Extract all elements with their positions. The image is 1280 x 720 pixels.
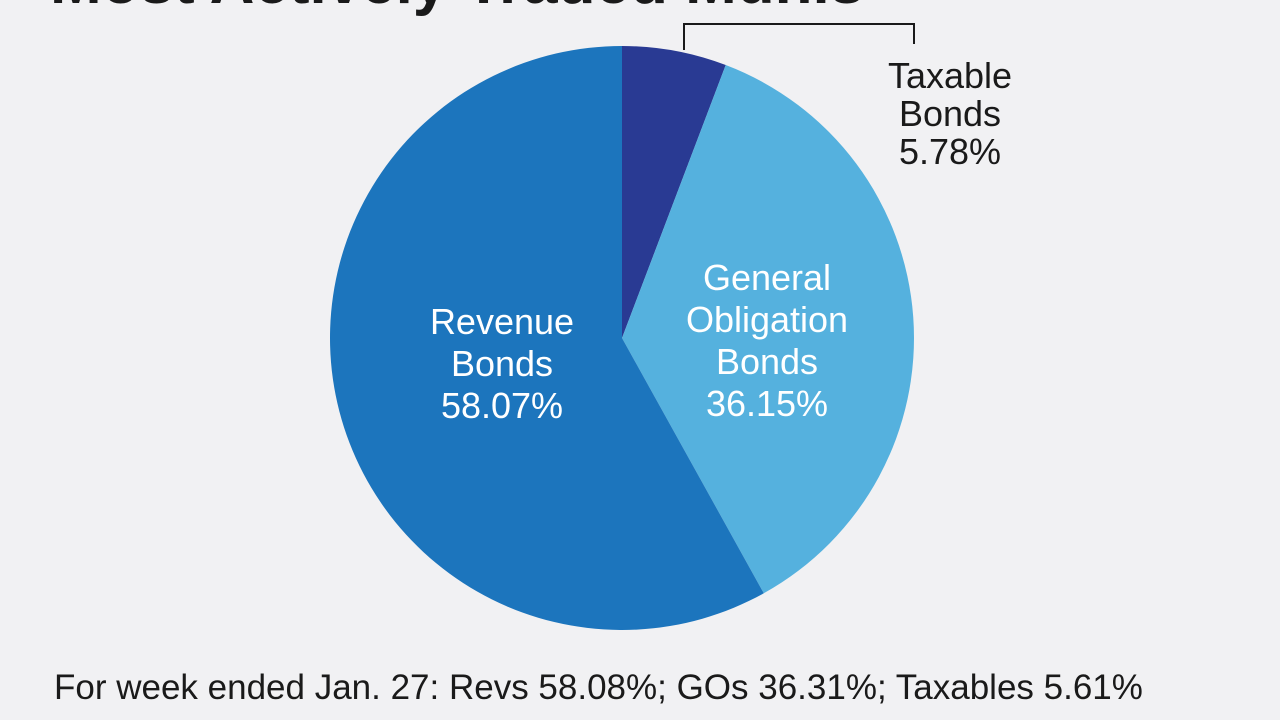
- pie-slice-revenue: [330, 46, 764, 630]
- taxable-leader-line: [683, 23, 915, 50]
- pie-label-line: Taxable: [888, 55, 1012, 96]
- pie-label-line: 36.15%: [706, 383, 828, 424]
- pie-label-line: Bonds: [716, 341, 818, 382]
- pie-labels: Taxable Bonds 5.78%General Obligation Bonds 3…: [430, 55, 1012, 426]
- pie-slice-general-obligation: [622, 65, 914, 594]
- pie-label-line: General: [703, 257, 831, 298]
- pie-slices: [330, 46, 914, 630]
- chart-footnote: For week ended Jan. 27: Revs 58.08%; GOs…: [54, 668, 1143, 707]
- pie-label-line: 5.78%: [899, 131, 1001, 172]
- pie-label-revenue: Revenue Bonds 58.07%: [430, 301, 574, 426]
- pie-label-line: Obligation: [686, 299, 848, 340]
- pie-label-line: 58.07%: [441, 385, 563, 426]
- pie-label-line: Bonds: [451, 343, 553, 384]
- pie-label-line: Revenue: [430, 301, 574, 342]
- pie-label-line: Bonds: [899, 93, 1001, 134]
- chart-title: Most Actively Traded Munis: [50, 0, 864, 14]
- pie-label-taxable: Taxable Bonds 5.78%: [888, 55, 1012, 172]
- pie-slice-taxable: [622, 46, 726, 338]
- pie-label-general-obligation: General Obligation Bonds 36.15%: [686, 257, 848, 424]
